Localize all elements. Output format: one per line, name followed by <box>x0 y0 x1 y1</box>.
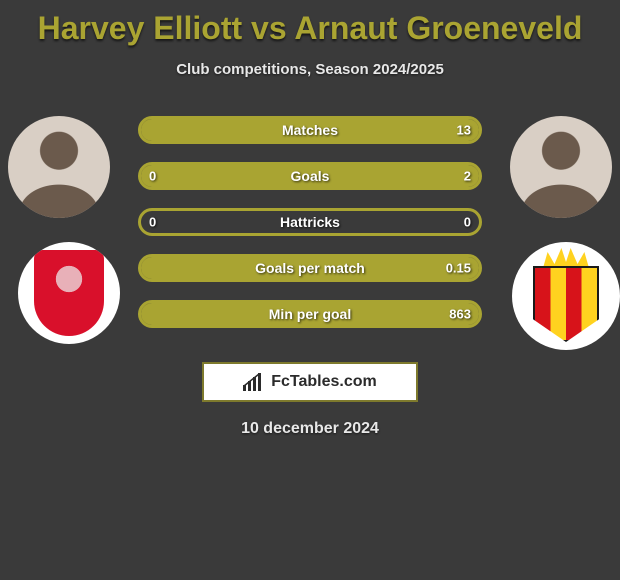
player-left-photo <box>8 116 110 218</box>
stat-label: Matches <box>282 122 338 138</box>
club-right-logo <box>512 242 620 350</box>
comparison-date: 10 december 2024 <box>0 420 620 438</box>
stat-bar: 0 Goals 2 <box>138 162 482 190</box>
stat-value-right: 0.15 <box>446 261 471 276</box>
stat-label: Goals per match <box>255 260 365 276</box>
stat-label: Hattricks <box>280 214 340 230</box>
player-right-photo <box>510 116 612 218</box>
stat-bar: 0 Hattricks 0 <box>138 208 482 236</box>
stats-area: Matches 13 0 Goals 2 0 Hattricks 0 Goals per mat… <box>0 108 620 348</box>
stat-value-right: 2 <box>464 169 471 184</box>
stat-label: Goals <box>291 168 330 184</box>
player-silhouette-icon <box>510 116 612 218</box>
stat-bars: Matches 13 0 Goals 2 0 Hattricks 0 Goals per mat… <box>138 116 482 346</box>
girona-crest-icon <box>524 248 608 344</box>
stat-value-right: 863 <box>449 307 471 322</box>
stat-bar: Matches 13 <box>138 116 482 144</box>
player-silhouette-icon <box>8 116 110 218</box>
club-left-logo <box>18 242 120 344</box>
stat-bar: Goals per match 0.15 <box>138 254 482 282</box>
branding-badge: FcTables.com <box>202 362 418 402</box>
stat-value-left: 0 <box>149 169 156 184</box>
stat-label: Min per goal <box>269 306 351 322</box>
page-title: Harvey Elliott vs Arnaut Groeneveld <box>0 0 620 47</box>
page-subtitle: Club competitions, Season 2024/2025 <box>0 61 620 78</box>
stat-value-right: 13 <box>457 123 471 138</box>
branding-text: FcTables.com <box>271 373 377 391</box>
bar-chart-icon <box>243 373 265 391</box>
stat-value-left: 0 <box>149 215 156 230</box>
liverpool-crest-icon <box>34 250 104 336</box>
stat-value-right: 0 <box>464 215 471 230</box>
stat-bar: Min per goal 863 <box>138 300 482 328</box>
